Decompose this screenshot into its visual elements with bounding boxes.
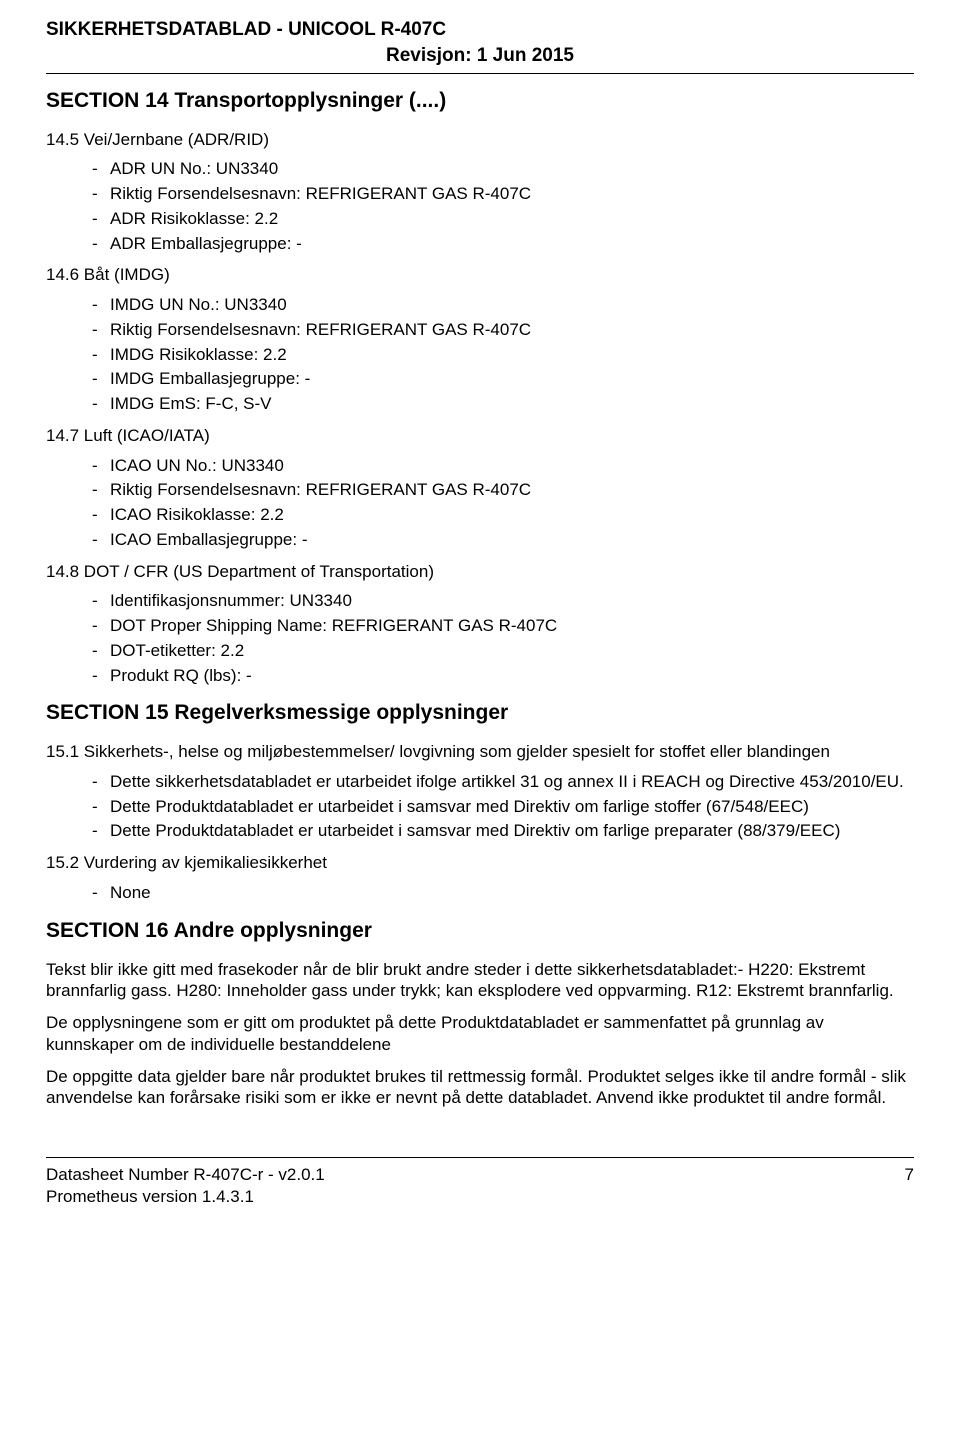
list-item: ADR Risikoklasse: 2.2 bbox=[110, 208, 278, 230]
section-16-title: SECTION 16 Andre opplysninger bbox=[46, 918, 914, 945]
list-item: Riktig Forsendelsesnavn: REFRIGERANT GAS… bbox=[110, 479, 531, 501]
list-item: None bbox=[110, 882, 151, 904]
sub-14-7-list: -ICAO UN No.: UN3340 -Riktig Forsendelse… bbox=[92, 455, 914, 551]
bullet-dash: - bbox=[92, 771, 110, 793]
list-item: Riktig Forsendelsesnavn: REFRIGERANT GAS… bbox=[110, 319, 531, 341]
sub-14-6-heading: 14.6 Båt (IMDG) bbox=[46, 264, 914, 286]
footer-datasheet: Datasheet Number R-407C-r - v2.0.1 bbox=[46, 1164, 325, 1186]
bullet-dash: - bbox=[92, 665, 110, 687]
bullet-dash: - bbox=[92, 796, 110, 818]
doc-title: SIKKERHETSDATABLAD - UNICOOL R-407C bbox=[46, 18, 914, 42]
bullet-dash: - bbox=[92, 319, 110, 341]
list-item: ICAO Risikoklasse: 2.2 bbox=[110, 504, 284, 526]
bullet-dash: - bbox=[92, 233, 110, 255]
bullet-dash: - bbox=[92, 590, 110, 612]
list-item: IMDG Risikoklasse: 2.2 bbox=[110, 344, 287, 366]
list-item: DOT-etiketter: 2.2 bbox=[110, 640, 244, 662]
section-15-title: SECTION 15 Regelverksmessige opplysninge… bbox=[46, 700, 914, 727]
bullet-dash: - bbox=[92, 455, 110, 477]
bullet-dash: - bbox=[92, 479, 110, 501]
sub-15-1-heading: 15.1 Sikkerhets-, helse og miljøbestemme… bbox=[46, 741, 914, 763]
section-16-para-3: De oppgitte data gjelder bare når produk… bbox=[46, 1066, 914, 1110]
bullet-dash: - bbox=[92, 820, 110, 842]
bullet-dash: - bbox=[92, 294, 110, 316]
list-item: ICAO UN No.: UN3340 bbox=[110, 455, 284, 477]
bullet-dash: - bbox=[92, 393, 110, 415]
list-item: Dette Produktdatabladet er utarbeidet i … bbox=[110, 796, 809, 818]
footer-version: Prometheus version 1.4.3.1 bbox=[46, 1186, 325, 1208]
bullet-dash: - bbox=[92, 615, 110, 637]
list-item: Riktig Forsendelsesnavn: REFRIGERANT GAS… bbox=[110, 183, 531, 205]
bullet-dash: - bbox=[92, 344, 110, 366]
section-16-para-1: Tekst blir ikke gitt med frasekoder når … bbox=[46, 959, 914, 1003]
sub-14-5-heading: 14.5 Vei/Jernbane (ADR/RID) bbox=[46, 129, 914, 151]
sub-14-8-list: -Identifikasjonsnummer: UN3340 -DOT Prop… bbox=[92, 590, 914, 686]
sub-14-5-list: -ADR UN No.: UN3340 -Riktig Forsendelses… bbox=[92, 158, 914, 254]
list-item: Produkt RQ (lbs): - bbox=[110, 665, 252, 687]
sub-14-7-heading: 14.7 Luft (ICAO/IATA) bbox=[46, 425, 914, 447]
list-item: Identifikasjonsnummer: UN3340 bbox=[110, 590, 352, 612]
footer-rule bbox=[46, 1157, 914, 1158]
bullet-dash: - bbox=[92, 640, 110, 662]
doc-revision: Revisjon: 1 Jun 2015 bbox=[46, 44, 914, 68]
bullet-dash: - bbox=[92, 158, 110, 180]
list-item: ICAO Emballasjegruppe: - bbox=[110, 529, 307, 551]
footer-page-number: 7 bbox=[905, 1164, 914, 1208]
list-item: ADR UN No.: UN3340 bbox=[110, 158, 278, 180]
sub-15-1-list: -Dette sikkerhetsdatabladet er utarbeide… bbox=[92, 771, 914, 842]
bullet-dash: - bbox=[92, 882, 110, 904]
page-footer: Datasheet Number R-407C-r - v2.0.1 Prome… bbox=[46, 1164, 914, 1208]
list-item: IMDG Emballasjegruppe: - bbox=[110, 368, 310, 390]
bullet-dash: - bbox=[92, 183, 110, 205]
section-14-title: SECTION 14 Transportopplysninger (....) bbox=[46, 88, 914, 115]
list-item: Dette sikkerhetsdatabladet er utarbeidet… bbox=[110, 771, 904, 793]
list-item: ADR Emballasjegruppe: - bbox=[110, 233, 302, 255]
sub-14-6-list: -IMDG UN No.: UN3340 -Riktig Forsendelse… bbox=[92, 294, 914, 415]
list-item: Dette Produktdatabladet er utarbeidet i … bbox=[110, 820, 840, 842]
list-item: DOT Proper Shipping Name: REFRIGERANT GA… bbox=[110, 615, 557, 637]
sub-15-2-list: -None bbox=[92, 882, 914, 904]
bullet-dash: - bbox=[92, 208, 110, 230]
sub-14-8-heading: 14.8 DOT / CFR (US Department of Transpo… bbox=[46, 561, 914, 583]
bullet-dash: - bbox=[92, 529, 110, 551]
bullet-dash: - bbox=[92, 368, 110, 390]
section-16-para-2: De opplysningene som er gitt om produkte… bbox=[46, 1012, 914, 1056]
bullet-dash: - bbox=[92, 504, 110, 526]
header-rule bbox=[46, 73, 914, 74]
list-item: IMDG UN No.: UN3340 bbox=[110, 294, 287, 316]
sub-15-2-heading: 15.2 Vurdering av kjemikaliesikkerhet bbox=[46, 852, 914, 874]
list-item: IMDG EmS: F-C, S-V bbox=[110, 393, 272, 415]
